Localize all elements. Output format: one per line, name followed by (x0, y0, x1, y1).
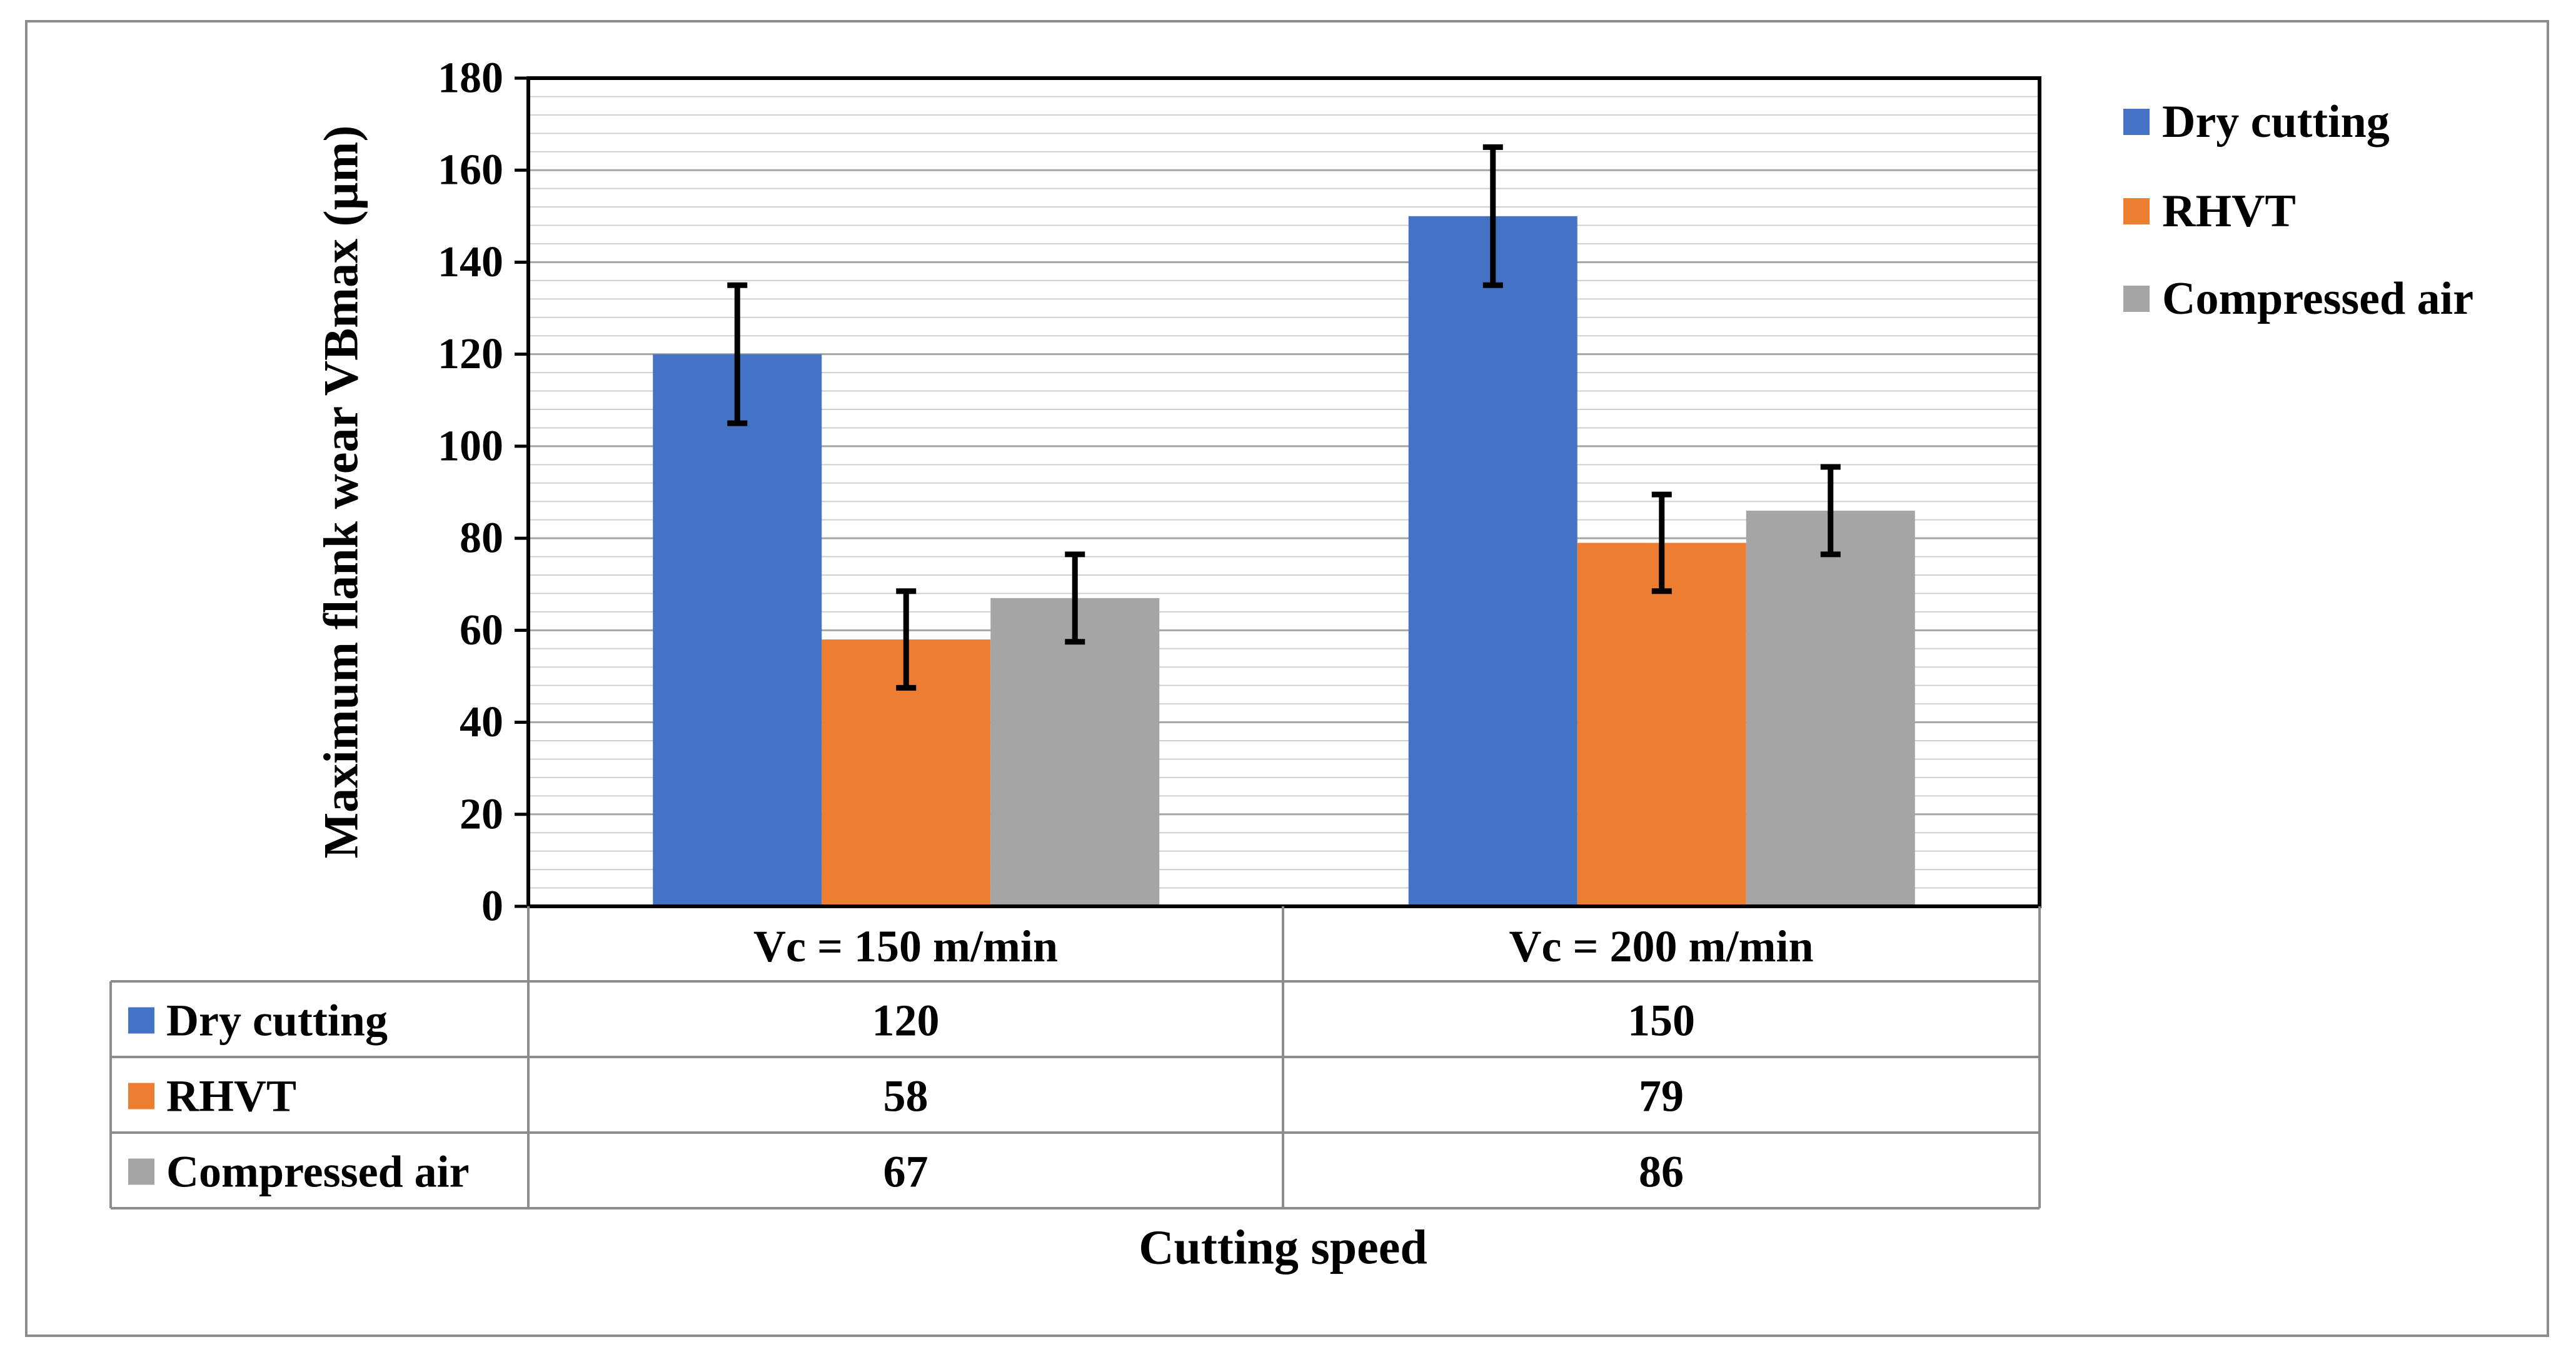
table-cell-value: 86 (1639, 1147, 1684, 1197)
legend-key (2123, 109, 2150, 135)
error-bars-group (727, 144, 1841, 691)
table-cell-value: 67 (883, 1147, 928, 1197)
y-tick-label: 40 (460, 698, 503, 746)
table-legend-key (128, 1007, 154, 1034)
x-category-label: Vc = 150 m/min (753, 921, 1058, 971)
legend-label: Dry cutting (2162, 96, 2390, 148)
table-cell-value: 150 (1628, 996, 1695, 1046)
y-tick-label: 20 (460, 790, 503, 838)
table-legend-key (128, 1083, 154, 1109)
legend-key (2123, 198, 2150, 224)
y-tick-label: 140 (438, 238, 503, 286)
y-axis: 0 20 40 60 80 100 120 140 160 180 (438, 54, 530, 931)
legend-key (2123, 286, 2150, 312)
table-row-label: Dry cutting (166, 996, 388, 1046)
table-cell-value: 120 (872, 996, 940, 1046)
y-tick-label: 160 (438, 146, 503, 194)
bar-dry-cutting (1408, 216, 1577, 906)
table-cell-value: 58 (883, 1071, 928, 1121)
table-row-label: RHVT (166, 1071, 296, 1121)
y-tick-label: 100 (438, 422, 503, 470)
legend: Dry cutting RHVT Compressed air (2123, 96, 2473, 324)
bar-dry-cutting (653, 354, 822, 906)
y-tick-label: 0 (481, 883, 503, 931)
legend-label: Compressed air (2162, 273, 2473, 324)
x-axis-label: Cutting speed (1139, 1220, 1427, 1274)
table-row-label: Compressed air (166, 1147, 470, 1197)
y-tick-label: 60 (460, 606, 503, 654)
bar-rhvt (1577, 543, 1746, 906)
table-legend-key (128, 1158, 154, 1185)
table-cell-value: 79 (1639, 1071, 1684, 1121)
y-tick-label: 180 (438, 54, 503, 103)
x-category-label: Vc = 200 m/min (1509, 921, 1814, 971)
bars-group (653, 216, 1915, 906)
y-tick-label: 80 (460, 514, 503, 563)
bar-compressed-air (990, 598, 1160, 906)
outer-frame (25, 20, 2549, 1337)
data-table: Vc = 150 m/min Vc = 200 m/min Dry cutting 1… (109, 906, 2041, 1209)
y-axis-label: Maximum flank wear VBmax (µm) (314, 126, 368, 859)
legend-label: RHVT (2162, 186, 2296, 237)
bar-compressed-air (1746, 510, 1915, 906)
y-tick-label: 120 (438, 330, 503, 378)
